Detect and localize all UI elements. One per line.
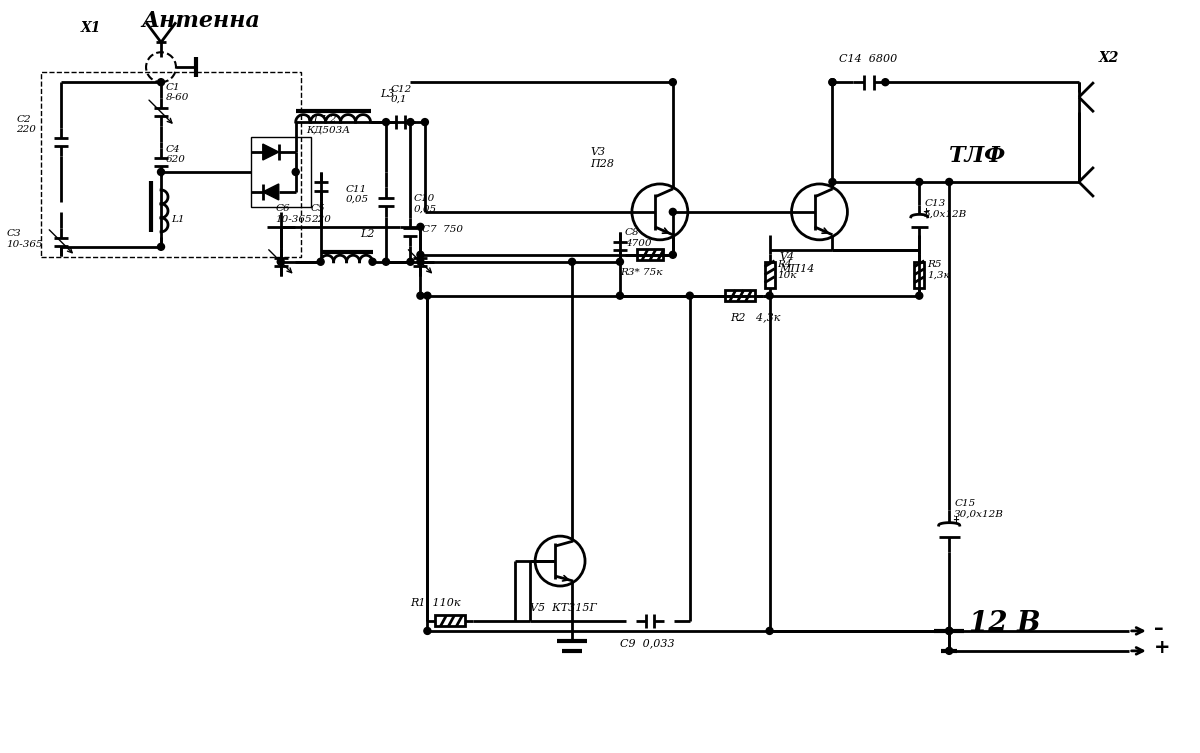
Circle shape	[916, 292, 923, 299]
Text: L3: L3	[380, 89, 395, 99]
Bar	[251, 137, 311, 207]
Circle shape	[882, 79, 889, 86]
Text: Х2: Х2	[1099, 51, 1120, 66]
Circle shape	[766, 627, 773, 634]
Text: С3
10-365: С3 10-365	[6, 230, 43, 248]
Bar	[436, 615, 466, 626]
Text: V1,V2
КД503А: V1,V2 КД503А	[306, 114, 350, 134]
Circle shape	[383, 119, 390, 126]
Text: С14  6800: С14 6800	[840, 54, 898, 64]
Bar	[637, 249, 662, 261]
Circle shape	[293, 169, 299, 175]
Text: С2
220: С2 220	[17, 114, 36, 134]
Circle shape	[670, 79, 677, 86]
Circle shape	[416, 292, 424, 299]
Circle shape	[829, 178, 836, 185]
Text: R1  110к: R1 110к	[410, 598, 461, 608]
Circle shape	[416, 252, 424, 258]
Circle shape	[277, 258, 284, 265]
Text: +: +	[952, 515, 959, 524]
Circle shape	[416, 224, 424, 230]
Bar	[41, 72, 301, 257]
Circle shape	[617, 258, 624, 265]
Circle shape	[617, 292, 624, 299]
Text: Х1: Х1	[82, 21, 102, 35]
Text: +: +	[923, 207, 929, 216]
Circle shape	[670, 209, 677, 215]
Text: С13
5,0х12В: С13 5,0х12В	[924, 200, 967, 219]
Circle shape	[407, 119, 414, 126]
Circle shape	[424, 627, 431, 634]
Text: R4
10к: R4 10к	[778, 261, 797, 279]
Circle shape	[946, 648, 953, 654]
Circle shape	[383, 258, 390, 265]
Text: L2: L2	[360, 229, 376, 239]
Text: С11
0,05: С11 0,05	[346, 184, 370, 204]
Text: V4
МП14: V4 МП14	[780, 252, 815, 274]
Circle shape	[670, 252, 677, 258]
Text: R5
1,3к: R5 1,3к	[928, 261, 950, 279]
Bar	[725, 290, 755, 301]
Text: С8
4700: С8 4700	[625, 228, 652, 248]
Circle shape	[421, 119, 428, 126]
Text: 12 В: 12 В	[970, 610, 1040, 637]
Text: +: +	[1153, 638, 1170, 657]
Circle shape	[157, 169, 164, 175]
Circle shape	[916, 178, 923, 185]
Circle shape	[946, 627, 953, 634]
Text: С15
30,0х12В: С15 30,0х12В	[954, 498, 1004, 518]
Circle shape	[829, 79, 836, 86]
Text: С7  750: С7 750	[422, 225, 463, 234]
Circle shape	[946, 178, 953, 185]
Circle shape	[407, 258, 414, 265]
Circle shape	[157, 79, 164, 86]
Text: L1: L1	[170, 215, 185, 224]
Circle shape	[416, 258, 424, 265]
Text: V5  КТ315Г: V5 КТ315Г	[530, 603, 598, 613]
Text: С4
620: С4 620	[166, 145, 186, 164]
Bar	[914, 262, 924, 288]
Text: ТЛФ: ТЛФ	[949, 145, 1007, 167]
Circle shape	[370, 258, 376, 265]
Text: R3* 75к: R3* 75к	[620, 268, 662, 277]
Text: С9  0,033: С9 0,033	[620, 638, 674, 648]
Text: –: –	[1153, 619, 1163, 638]
Circle shape	[946, 627, 953, 634]
Circle shape	[569, 258, 576, 265]
Text: С10
0,05: С10 0,05	[414, 194, 437, 214]
Polygon shape	[263, 184, 278, 200]
Circle shape	[766, 292, 773, 299]
Text: С12
0,1: С12 0,1	[390, 85, 412, 104]
Text: С5
220: С5 220	[311, 205, 330, 224]
Text: R2   4,3к: R2 4,3к	[730, 312, 780, 322]
Polygon shape	[263, 144, 278, 160]
Circle shape	[317, 258, 324, 265]
Text: V3
П28: V3 П28	[590, 148, 614, 169]
Text: С6
10-365: С6 10-365	[276, 205, 312, 224]
Circle shape	[829, 79, 836, 86]
Circle shape	[424, 292, 431, 299]
Circle shape	[157, 243, 164, 250]
Bar	[764, 262, 774, 288]
Circle shape	[686, 292, 694, 299]
Text: Антенна: Антенна	[142, 11, 260, 32]
Text: С1
8-60: С1 8-60	[166, 83, 190, 102]
